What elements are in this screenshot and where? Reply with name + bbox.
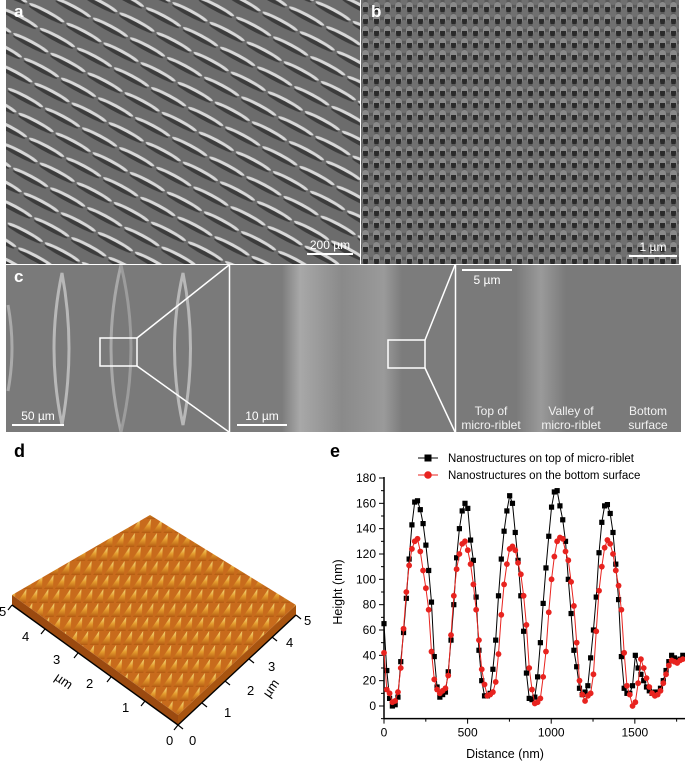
scale-bar-c3: 5 µm <box>462 269 512 287</box>
svg-text:140: 140 <box>356 522 376 536</box>
label-top-of-riblet: Top of micro-riblet <box>461 404 521 432</box>
riblet-bright-band <box>282 265 402 432</box>
panel-c-sem-zoom-sequence: c 50 µm 10 µm 5 µm Top of micro-riblet V… <box>6 265 681 432</box>
svg-text:160: 160 <box>356 496 376 510</box>
svg-text:100: 100 <box>356 572 376 586</box>
panel-label-a: a <box>14 2 24 21</box>
legend-label-top-riblet: Nanostructures on top of micro-riblet <box>448 453 635 465</box>
label-valley-of-riblet: Valley of micro-riblet <box>541 404 601 432</box>
panel-a-sem-image: a 200 µm <box>6 0 360 264</box>
panel-d-afm-3d: d <box>0 435 330 764</box>
left-axis-unit: µm <box>52 669 76 692</box>
panel-label-e: e <box>330 441 341 461</box>
panel-label-b: b <box>371 2 382 21</box>
svg-text:1: 1 <box>122 700 129 715</box>
panel-c-sub3-image <box>456 265 681 432</box>
svg-text:3: 3 <box>53 652 60 667</box>
panel-label-d: d <box>14 441 25 461</box>
svg-text:0: 0 <box>166 733 173 748</box>
scale-bar-b-label: 1 µm <box>639 240 667 254</box>
afm-surface-plot: 5 4 3 2 1 0 0 1 2 3 4 5 µm µm <box>0 515 311 748</box>
panel-c-sub1-image <box>6 265 229 432</box>
chart-axes: 0 20 40 60 80 100 120 140 160 180 0 500 1000 1500 <box>356 471 685 740</box>
svg-text:1000: 1000 <box>538 726 565 740</box>
scale-bar-c3-label: 5 µm <box>473 273 501 287</box>
svg-text:40: 40 <box>363 648 377 662</box>
legend-label-bottom-surface: Nanostructures on the bottom surface <box>448 470 640 482</box>
svg-text:0: 0 <box>189 733 196 748</box>
svg-text:500: 500 <box>458 726 478 740</box>
chart-legend: Nanostructures on top of micro-riblet Na… <box>418 453 640 482</box>
svg-text:120: 120 <box>356 547 376 561</box>
valley-band <box>516 265 566 432</box>
panel-b-sem-image: b 1 µm <box>361 0 679 264</box>
svg-text:0: 0 <box>369 699 376 713</box>
scale-bar-c2-label: 10 µm <box>245 409 279 423</box>
right-axis-unit: µm <box>259 676 282 700</box>
panel-label-c: c <box>14 267 24 286</box>
chart-series <box>381 488 685 709</box>
left-tick-5: 5 <box>0 604 6 619</box>
nanopillar-pattern-image <box>361 0 679 264</box>
svg-text:80: 80 <box>363 598 377 612</box>
zoom-box-2 <box>387 339 426 369</box>
y-axis-label: Height (nm) <box>331 559 345 624</box>
scale-bar-c1: 50 µm <box>12 409 64 426</box>
svg-text:5: 5 <box>304 613 311 628</box>
riblet-pattern-image <box>6 0 360 264</box>
svg-text:2: 2 <box>247 683 254 698</box>
svg-text:3: 3 <box>268 659 275 674</box>
line-chart: Nanostructures on top of micro-riblet Na… <box>331 453 685 761</box>
panel-c-sub2-image <box>230 265 455 432</box>
svg-text:0: 0 <box>381 726 388 740</box>
scale-bar-a: 200 µm <box>307 238 353 255</box>
scale-bar-c2: 10 µm <box>237 409 287 426</box>
x-axis-label: Distance (nm) <box>466 747 544 761</box>
svg-text:20: 20 <box>363 674 377 688</box>
svg-text:1: 1 <box>224 705 231 720</box>
panel-e-height-profile-chart: e Nanostructures on top of micro-riblet … <box>330 435 685 764</box>
zoom-box-1 <box>99 337 138 367</box>
svg-text:4: 4 <box>286 635 293 650</box>
svg-text:180: 180 <box>356 471 376 485</box>
svg-text:4: 4 <box>22 629 29 644</box>
svg-text:60: 60 <box>363 623 377 637</box>
scale-bar-b: 1 µm <box>629 240 677 257</box>
scale-bar-a-label: 200 µm <box>309 238 351 252</box>
label-bottom-surface: Bottom surface <box>628 404 668 432</box>
zoom-indicators <box>99 265 457 432</box>
svg-text:1500: 1500 <box>621 726 648 740</box>
scale-bar-c1-label: 50 µm <box>21 409 55 423</box>
svg-text:2: 2 <box>86 676 93 691</box>
